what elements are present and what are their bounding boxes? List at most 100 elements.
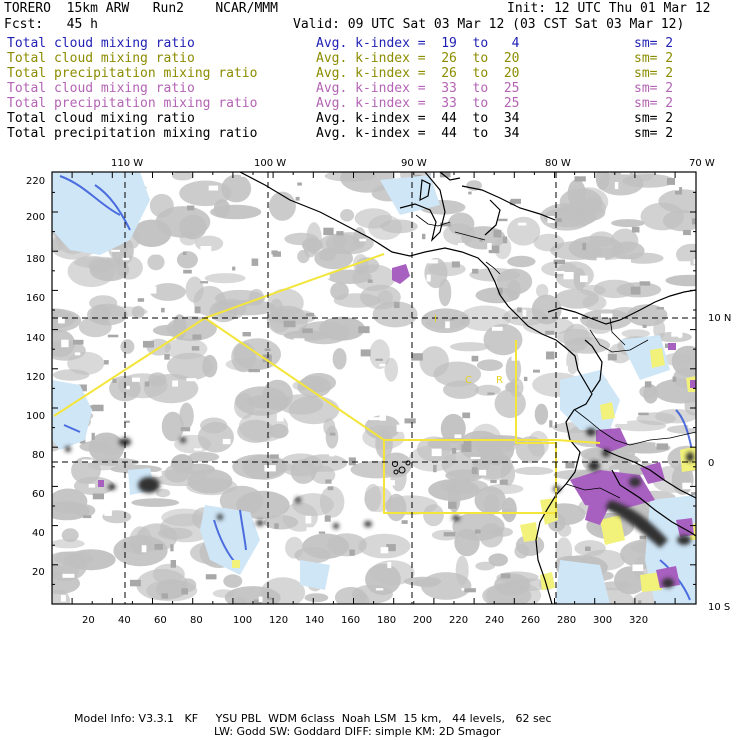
- cloud-speck: [431, 448, 442, 457]
- cloud-patch: [179, 230, 198, 246]
- cloud-patch: [386, 493, 407, 522]
- valid-time: Valid: 09 UTC Sat 03 Mar 12 (03 CST Sat …: [293, 17, 685, 32]
- lat-lon-grid: [52, 172, 696, 604]
- cloud-patch: [507, 255, 536, 268]
- cloud-speck: [638, 412, 649, 416]
- cloud-speck: [451, 447, 457, 454]
- cloud-patch: [179, 180, 232, 207]
- cloud-speck: [440, 222, 452, 227]
- cloud-patch: [52, 340, 86, 361]
- cloud-patch: [166, 352, 213, 381]
- cloud-speck: [200, 281, 209, 284]
- cloud-speck: [522, 309, 527, 317]
- cloud-patch: [502, 497, 517, 523]
- cloud-patch: [554, 203, 606, 223]
- cloud-speck: [61, 339, 69, 348]
- cloud-speck: [251, 258, 259, 266]
- cloud-speck: [82, 459, 94, 463]
- cloud-patch: [164, 464, 191, 483]
- cloud-speck: [58, 317, 65, 324]
- cloud-speck: [691, 218, 696, 225]
- borders: [415, 214, 696, 499]
- cloud-speck: [348, 457, 356, 466]
- cloud-patch: [421, 308, 470, 334]
- cloud-speck: [323, 227, 334, 236]
- cloud-speck: [448, 501, 457, 509]
- cloud-speck: [329, 450, 335, 457]
- lat-label: 0: [708, 458, 715, 469]
- model-info: Model Info: V3.3.1 KF YSU PBL WDM 6class…: [74, 712, 552, 725]
- cloud-speck: [563, 272, 574, 280]
- legend-field: Total cloud mixing ratio: [7, 51, 195, 66]
- cloud-patch: [496, 268, 533, 295]
- legend-sm: sm= 2: [634, 126, 674, 141]
- cloud-speck: [410, 349, 414, 354]
- cloud-speck: [471, 355, 479, 362]
- y-tick-label: 40: [32, 528, 45, 539]
- y-tick-label: 180: [26, 254, 46, 265]
- cloud-patch: [573, 267, 586, 291]
- cloud-patch: [440, 478, 488, 494]
- cloud-speck: [435, 555, 443, 560]
- cloud-speck: [83, 515, 92, 519]
- cloud-speck: [258, 596, 263, 602]
- cloud-speck: [666, 178, 675, 185]
- cloud-speck: [510, 198, 521, 204]
- legend-index: Avg. k-index = 33 to 25: [316, 96, 520, 111]
- cloud-speck: [153, 173, 165, 178]
- forecast-hour: Fcst: 45 h: [4, 17, 98, 32]
- cloud-speck: [526, 520, 539, 524]
- cloud-speck: [642, 324, 647, 328]
- cloud-speck: [73, 339, 84, 345]
- cloud-speck: [617, 418, 628, 424]
- cloud-patch: [131, 498, 180, 507]
- cloud-speck: [601, 313, 613, 318]
- cloud-speck: [131, 377, 140, 382]
- cloud-speck: [688, 423, 696, 429]
- cloud-speck: [208, 185, 219, 191]
- cloud-speck: [386, 544, 396, 552]
- legend-index: Avg. k-index = 19 to 4: [316, 36, 520, 51]
- cloud-speck: [411, 353, 423, 361]
- cloud-speck: [517, 307, 522, 313]
- cloud-speck: [248, 369, 260, 373]
- cloud-speck: [464, 588, 476, 593]
- cloud-patch: [232, 596, 246, 604]
- cloud-patch: [447, 212, 475, 236]
- cloud-speck: [678, 333, 682, 338]
- cloud-patch: [132, 219, 172, 247]
- legend-sm: sm= 2: [634, 96, 674, 111]
- cloud-patch: [176, 251, 198, 269]
- cloud-patch: [353, 254, 369, 274]
- cloud-patch: [408, 445, 456, 472]
- cloud-speck: [104, 510, 112, 516]
- x-tick-label: 200: [413, 615, 433, 626]
- cloud-patch: [193, 285, 226, 317]
- legend-sm: sm= 2: [634, 36, 674, 51]
- cloud-speck: [498, 218, 508, 222]
- cloud-speck: [130, 579, 141, 587]
- cloud-speck: [445, 321, 450, 329]
- cloud-patch: [534, 403, 549, 425]
- cloud-speck: [76, 384, 87, 392]
- cloud-speck: [500, 573, 511, 579]
- cloud-patch: [147, 254, 165, 271]
- cloud-speck: [187, 205, 195, 211]
- y-tick-label: 160: [26, 293, 46, 304]
- cloud-speck: [306, 527, 314, 536]
- cloud-patch: [485, 581, 542, 604]
- cloud-speck: [172, 380, 178, 387]
- cloud-speck: [693, 259, 696, 265]
- cloud-speck: [451, 261, 460, 268]
- cloud-speck: [396, 424, 404, 432]
- cloud-patch: [52, 309, 76, 329]
- cloud-patch: [324, 172, 376, 182]
- cloud-speck: [92, 493, 104, 500]
- cloud-patch: [655, 331, 692, 343]
- cloud-speck: [679, 294, 691, 298]
- cloud-patch: [267, 288, 304, 318]
- x-tick-label: 80: [190, 615, 203, 626]
- cloud-speck: [375, 588, 384, 591]
- x-tick-label: 180: [377, 615, 397, 626]
- cloud-speck: [267, 597, 274, 600]
